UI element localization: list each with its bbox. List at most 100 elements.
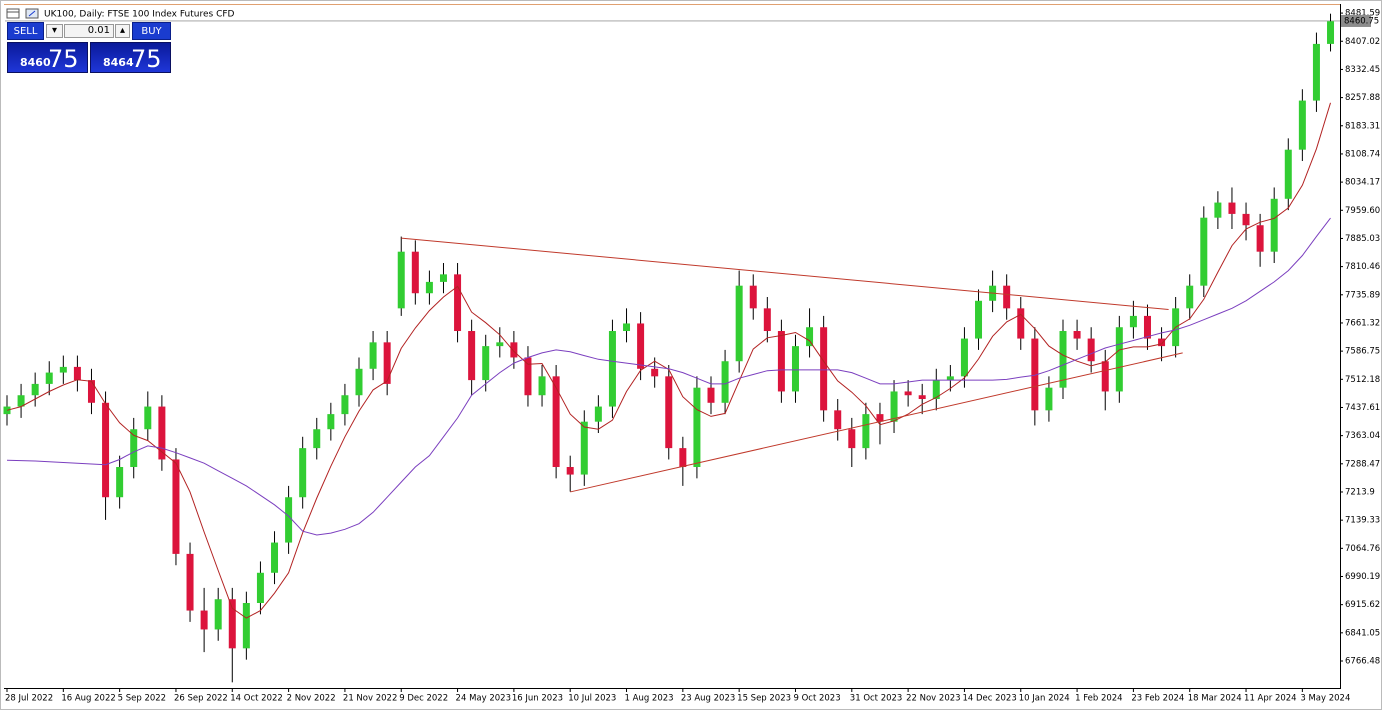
candle-body	[369, 342, 377, 369]
x-tick-label: 23 Feb 2024	[1131, 694, 1184, 704]
candle-body	[116, 467, 124, 498]
candle-body	[454, 274, 462, 332]
candle-body	[439, 274, 447, 282]
candle-body	[313, 429, 321, 449]
candle-body	[228, 599, 236, 649]
trendline	[570, 352, 1183, 493]
y-tick-label: 7735.89	[1345, 290, 1380, 300]
y-tick-label: 7437.61	[1345, 403, 1380, 413]
volume-up[interactable]: ▴	[115, 24, 130, 38]
candle-body	[820, 327, 828, 411]
y-tick-label: 7139.33	[1345, 516, 1380, 526]
candle-body	[693, 387, 701, 468]
candle-body	[3, 406, 11, 415]
candle-body	[1115, 327, 1123, 392]
sell-price: 8460	[20, 56, 51, 69]
y-tick-label: 6990.19	[1345, 572, 1380, 582]
candle-body	[172, 459, 180, 554]
candle-body	[735, 285, 743, 362]
candle-body	[834, 410, 842, 430]
candle-body	[1073, 331, 1081, 339]
trade-panel: SELL ▾ 0.01 ▴ BUY 8460 75 8464 75	[7, 22, 172, 73]
y-tick-label: 8407.02	[1345, 37, 1380, 47]
candle-body	[1242, 213, 1250, 226]
candle-body	[397, 251, 405, 309]
x-tick-label: 26 Sep 2022	[174, 694, 228, 704]
candle-body	[623, 323, 631, 332]
candle-body	[482, 346, 490, 381]
x-tick-label: 31 Oct 2023	[850, 694, 903, 704]
candle-body	[299, 448, 307, 498]
candle-body	[1017, 308, 1025, 339]
x-tick-label: 10 Jan 2024	[1019, 694, 1070, 704]
candle-body	[214, 599, 222, 630]
candle-body	[552, 376, 560, 468]
x-tick-label: 9 Oct 2023	[793, 694, 840, 704]
candle-body	[1327, 21, 1335, 44]
candle-body	[496, 342, 504, 347]
x-tick-label: 9 Dec 2022	[399, 694, 448, 704]
y-tick-label: 7885.03	[1345, 234, 1380, 244]
sell-quote[interactable]: 8460 75	[7, 42, 88, 73]
candle-body	[524, 357, 532, 396]
y-tick-label: 6841.05	[1345, 628, 1380, 638]
x-tick-label: 14 Dec 2023	[962, 694, 1016, 704]
buy-button[interactable]: BUY	[132, 22, 171, 40]
candle-body	[510, 342, 518, 358]
sell-button[interactable]: SELL	[7, 22, 44, 40]
moving-average	[6, 102, 1331, 619]
candle-body	[651, 368, 659, 377]
candle-body	[876, 414, 884, 422]
x-tick-label: 3 May 2024	[1300, 694, 1350, 704]
candle-body	[960, 338, 968, 377]
candle-body	[327, 414, 335, 430]
candle-body	[1284, 149, 1292, 199]
candle-body	[1186, 285, 1194, 309]
candle-body	[763, 308, 771, 332]
candle-body	[749, 285, 757, 309]
candle-body	[679, 448, 687, 468]
x-tick-label: 5 Sep 2022	[118, 694, 166, 704]
y-tick-label: 8257.88	[1345, 93, 1380, 103]
y-tick-label: 7661.32	[1345, 318, 1380, 328]
candle-body	[355, 368, 363, 396]
current-price-tag	[1341, 14, 1371, 27]
buy-quote[interactable]: 8464 75	[90, 42, 171, 73]
current-price-label: 8460.75	[1344, 16, 1379, 26]
candle-body	[918, 395, 926, 400]
volume-down[interactable]: ▾	[46, 24, 63, 38]
candle-body	[862, 414, 870, 449]
candle-body	[468, 331, 476, 381]
candle-body	[904, 391, 912, 396]
moving-average	[6, 217, 1331, 536]
candle-body	[271, 542, 279, 573]
candle-body	[186, 553, 194, 611]
volume-field[interactable]: 0.01	[64, 24, 114, 38]
candle-body	[665, 376, 673, 449]
candle-body	[45, 372, 53, 384]
candle-body	[425, 281, 433, 294]
candle-body	[637, 323, 645, 369]
candle-body	[1129, 315, 1137, 328]
candle-body	[1270, 198, 1278, 252]
x-tick-label: 2 Nov 2022	[287, 694, 336, 704]
candle-body	[1003, 285, 1011, 309]
candle-body	[608, 331, 616, 407]
candle-body	[31, 383, 39, 396]
candle-body	[1059, 331, 1067, 388]
candle-body	[1200, 217, 1208, 286]
candle-body	[144, 406, 152, 430]
y-tick-label: 7064.76	[1345, 544, 1380, 554]
candle-body	[1214, 202, 1222, 218]
candle-body	[1158, 338, 1166, 347]
y-tick-label: 8034.17	[1345, 178, 1380, 188]
candle-body	[1045, 387, 1053, 411]
y-tick-label: 8481.59	[1345, 9, 1380, 19]
candle-body	[242, 603, 250, 649]
x-tick-label: 16 Jun 2023	[512, 694, 563, 704]
x-tick-label: 1 Aug 2023	[625, 694, 674, 704]
y-tick-label: 8108.74	[1345, 149, 1380, 159]
